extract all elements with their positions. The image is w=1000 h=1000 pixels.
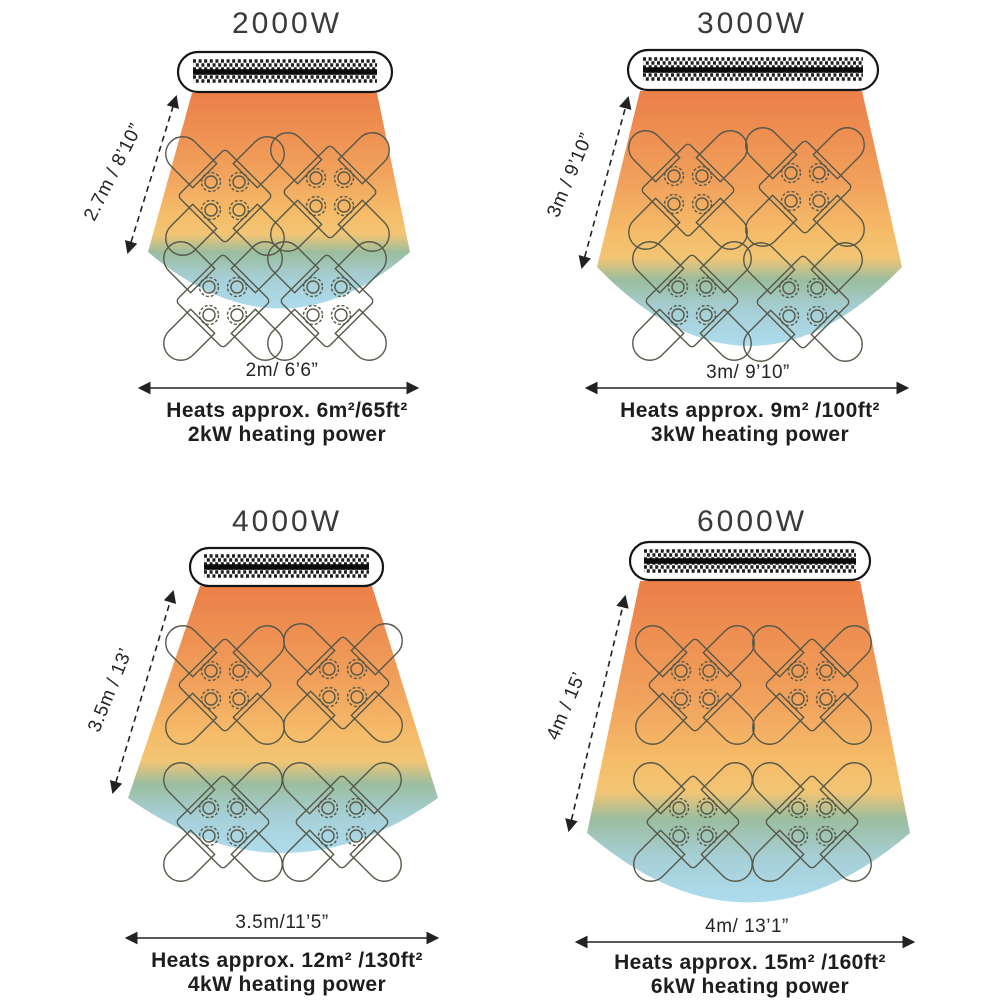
- height-dimension-arrow: [578, 95, 632, 270]
- wattage-title: 4000W: [232, 505, 342, 538]
- diagram-6000w: 6000W 4m / 15’ 4m/ 13’1” Heats approx. 1…: [543, 505, 916, 998]
- width-dimension-label: 3.5m/11’5”: [235, 912, 328, 933]
- heating-power-label: 2kW heating power: [188, 423, 386, 446]
- wattage-title: 2000W: [232, 7, 342, 40]
- diagram-4000w: 4000W 3.5m / 13’ 3.5m/11’5” Heats approx…: [84, 505, 440, 996]
- heating-power-label: 3kW heating power: [651, 423, 849, 446]
- heated-area-label: Heats approx. 12m² /130ft²: [151, 949, 423, 972]
- height-dimension-arrow: [109, 589, 177, 795]
- heated-area-label: Heats approx. 15m² /160ft²: [614, 951, 886, 974]
- heated-area-label: Heats approx. 6m²/65ft²: [166, 399, 407, 422]
- heated-area-label: Heats approx. 9m² /100ft²: [620, 399, 880, 422]
- diagram-3000w: 3000W 3m / 9’10” 3m/ 9’10” Heats approx.…: [543, 7, 910, 446]
- heater-icon: [176, 50, 394, 94]
- wattage-title: 6000W: [697, 505, 807, 538]
- heating-power-label: 6kW heating power: [651, 975, 849, 998]
- width-dimension-label: 3m/ 9’10”: [706, 362, 790, 383]
- heating-power-label: 4kW heating power: [188, 973, 386, 996]
- heater-icon: [628, 540, 872, 582]
- width-dimension-label: 4m/ 13’1”: [705, 916, 789, 937]
- height-dimension-arrow: [565, 594, 629, 833]
- wattage-title: 3000W: [697, 7, 807, 40]
- width-dimension-label: 2m/ 6’6”: [246, 360, 319, 381]
- heat-cone: [148, 93, 410, 309]
- heater-icon: [188, 546, 385, 588]
- heater-icon: [626, 48, 880, 92]
